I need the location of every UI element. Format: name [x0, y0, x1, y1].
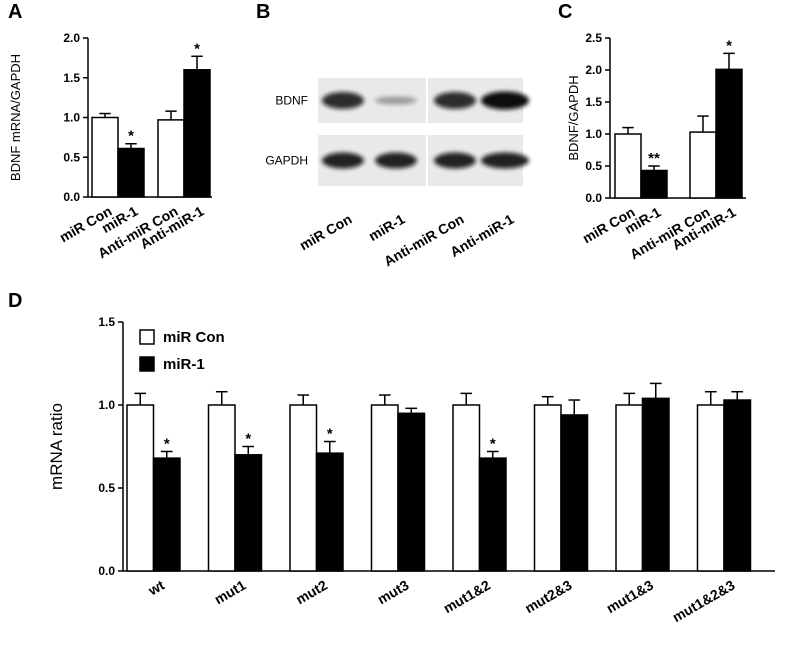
- blot-band: [481, 152, 529, 169]
- error-bar: [731, 390, 744, 401]
- error-bar: [622, 126, 634, 134]
- y-tick-label: 0.0: [63, 190, 80, 204]
- error-bar: [405, 407, 418, 414]
- error-bar: [323, 440, 336, 454]
- bar: [117, 147, 145, 198]
- error-bar: [125, 142, 137, 149]
- y-tick-label: 0.0: [585, 191, 602, 205]
- blot-band: [375, 96, 417, 105]
- bar: [689, 131, 717, 199]
- significance-label: *: [128, 128, 134, 145]
- bar: [533, 404, 562, 572]
- error-bar: [648, 165, 660, 171]
- blot-band: [434, 152, 476, 169]
- bar: [560, 414, 589, 572]
- y-tick-label: 0.5: [98, 481, 115, 495]
- significance-label: *: [327, 426, 333, 443]
- y-tick-label: 1.5: [98, 315, 115, 329]
- significance-label: *: [490, 435, 496, 452]
- x-tick-label: wt: [145, 577, 168, 599]
- y-tick-label: 1.5: [585, 95, 602, 109]
- bar: [640, 169, 668, 199]
- error-bar: [378, 394, 391, 405]
- bar: [157, 119, 185, 198]
- bar: [183, 69, 211, 198]
- blot-row-label: GAPDH: [265, 154, 308, 168]
- panel-label: A: [8, 1, 22, 23]
- significance-label: *: [164, 435, 170, 452]
- y-axis-label: mRNA ratio: [47, 403, 66, 490]
- panel-label: B: [256, 1, 270, 23]
- y-axis-label: BDNF mRNA/GAPDH: [8, 54, 23, 181]
- bar: [289, 404, 318, 572]
- blot-band: [375, 152, 417, 169]
- bar: [126, 404, 155, 572]
- significance-label: *: [194, 40, 200, 57]
- blot-band: [481, 91, 529, 110]
- y-tick-label: 2.0: [63, 31, 80, 45]
- y-axis-label: BDNF/GAPDH: [566, 75, 581, 160]
- error-bar: [134, 392, 147, 405]
- legend-swatch: [139, 356, 155, 372]
- error-bar: [541, 395, 554, 405]
- legend-swatch: [139, 329, 155, 345]
- bar: [452, 404, 481, 572]
- panel-label: C: [558, 1, 572, 23]
- bar: [315, 452, 344, 572]
- error-bar: [99, 112, 111, 118]
- error-bar: [160, 450, 173, 459]
- significance-label: **: [648, 150, 660, 167]
- error-bar: [297, 394, 310, 405]
- legend-label: miR-1: [163, 356, 205, 373]
- y-tick-label: 2.5: [585, 31, 602, 45]
- bar: [614, 133, 642, 199]
- y-tick-label: 1.0: [585, 127, 602, 141]
- bar: [207, 404, 236, 572]
- error-bar: [723, 52, 735, 70]
- bar: [641, 397, 670, 572]
- error-bar: [697, 115, 709, 133]
- error-bar: [623, 392, 636, 405]
- bar: [91, 116, 119, 198]
- bar: [397, 412, 426, 572]
- bar: [723, 399, 752, 572]
- bar: [234, 454, 263, 572]
- y-tick-label: 0.0: [98, 564, 115, 578]
- y-tick-label: 1.0: [98, 398, 115, 412]
- bar: [478, 457, 507, 572]
- significance-label: *: [726, 37, 732, 54]
- y-tick-label: 2.0: [585, 63, 602, 77]
- error-bar: [191, 55, 203, 70]
- error-bar: [460, 392, 473, 405]
- y-tick-label: 0.5: [63, 150, 80, 164]
- blot-band: [434, 91, 476, 110]
- significance-label: *: [245, 431, 251, 448]
- blot-band: [322, 91, 364, 110]
- error-bar: [215, 390, 228, 405]
- error-bar: [486, 450, 499, 459]
- bar: [370, 404, 399, 572]
- bar: [715, 68, 743, 199]
- error-bar: [568, 399, 581, 415]
- bar: [696, 404, 725, 572]
- error-bar: [649, 382, 662, 399]
- error-bar: [704, 390, 717, 405]
- bar: [152, 457, 181, 572]
- y-tick-label: 1.5: [63, 71, 80, 85]
- error-bar: [165, 110, 177, 120]
- legend-label: miR Con: [163, 329, 225, 346]
- blot-row-label: BDNF: [275, 94, 308, 108]
- blot-band: [322, 152, 364, 169]
- y-tick-label: 0.5: [585, 159, 602, 173]
- y-tick-label: 1.0: [63, 111, 80, 125]
- bar: [615, 404, 644, 572]
- error-bar: [242, 445, 255, 455]
- panel-label: D: [8, 290, 22, 312]
